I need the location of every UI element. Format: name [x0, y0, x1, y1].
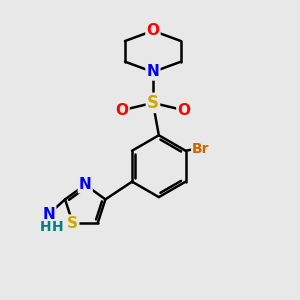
Text: S: S — [67, 216, 78, 231]
Text: O: O — [146, 23, 159, 38]
Text: N: N — [79, 177, 92, 192]
Text: N: N — [147, 64, 159, 80]
Text: O: O — [177, 103, 190, 118]
Text: O: O — [116, 103, 128, 118]
Text: Br: Br — [192, 142, 210, 156]
Text: H: H — [40, 220, 51, 234]
Text: S: S — [147, 94, 159, 112]
Text: N: N — [43, 207, 55, 222]
Text: H: H — [52, 220, 64, 234]
